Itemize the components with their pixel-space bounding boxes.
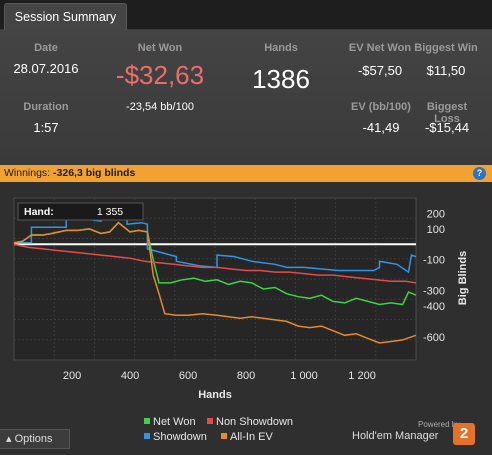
- x-tick-label: 400: [121, 370, 139, 382]
- y-tick-labels: 200 100 -100 -300 -400 -600: [423, 208, 445, 343]
- caret-up-icon: ▴: [6, 433, 12, 445]
- winnings-banner: Winnings: -326,3 big blinds ?: [0, 165, 492, 182]
- biggest-loss-label: Biggest Loss: [426, 101, 468, 125]
- series-line-all-in-ev: [13, 221, 417, 344]
- legend-swatch: [144, 418, 150, 424]
- legend-item-all-in-ev[interactable]: All-In EV: [221, 431, 273, 443]
- legend-swatch: [144, 433, 150, 439]
- help-icon[interactable]: ?: [473, 167, 486, 180]
- tab-session-summary[interactable]: Session Summary: [4, 3, 127, 31]
- duration-label: Duration: [23, 101, 69, 113]
- chart-series: [13, 209, 417, 344]
- tab-bar: Session Summary: [0, 0, 492, 31]
- date-value: 28.07.2016: [13, 61, 79, 76]
- duration-value: 1:57: [33, 120, 59, 135]
- net-won-value: -$32,63: [115, 60, 205, 90]
- x-tick-label: 800: [237, 370, 255, 382]
- biggest-win-label: Biggest Win: [414, 42, 478, 54]
- tooltip-label: Hand:: [24, 206, 54, 218]
- x-tick-label: 1 000: [290, 370, 318, 382]
- y-tick-label: -600: [423, 332, 445, 344]
- y-axis-label: Big Blinds: [457, 251, 469, 305]
- legend-swatch: [221, 433, 227, 439]
- legend-label: Net Won: [153, 416, 196, 428]
- x-tick-label: 200: [63, 370, 81, 382]
- legend-swatch: [207, 418, 213, 424]
- bb100-value: -23,54 bb/100: [126, 101, 194, 113]
- biggest-loss-value: -$15,44: [424, 120, 470, 135]
- y-tick-label: 200: [427, 208, 445, 220]
- x-axis-label: Hands: [198, 389, 232, 401]
- x-tick-labels: 200 400 600 800 1 000 1 200: [63, 370, 376, 382]
- legend-label: Showdown: [153, 431, 207, 443]
- hm2-logo-icon: 2: [453, 423, 475, 445]
- legend-label: All-In EV: [230, 431, 273, 443]
- biggest-win-value: $11,50: [426, 63, 466, 78]
- x-tick-label: 1 200: [348, 370, 376, 382]
- y-tick-label: -400: [423, 301, 445, 313]
- summary-panel: Date 28.07.2016 Duration 1:57 Net Won -$…: [0, 30, 492, 165]
- ev-net-won-label: EV Net Won: [348, 42, 412, 54]
- ev-bb100-label: EV (bb/100): [351, 101, 411, 113]
- winnings-chart[interactable]: 200 400 600 800 1 000 1 200 200 100 -100 -300 -40…: [0, 182, 492, 455]
- series-line-non-showdown: [13, 243, 417, 284]
- chart-grid: [13, 197, 417, 361]
- winnings-label: Winnings:: [4, 167, 51, 179]
- options-button[interactable]: ▴ Options: [0, 429, 70, 449]
- ev-net-won-value: -$57,50: [357, 63, 403, 78]
- net-won-label: Net Won: [137, 42, 183, 54]
- chart-area: 200 400 600 800 1 000 1 200 200 100 -100 -300 -40…: [0, 182, 492, 455]
- x-tick-label: 600: [179, 370, 197, 382]
- y-tick-label: -300: [423, 286, 445, 298]
- y-tick-label: -100: [423, 255, 445, 267]
- ev-bb100-value: -41,49: [362, 120, 400, 135]
- date-label: Date: [34, 42, 58, 54]
- legend-label: Non Showdown: [216, 416, 294, 428]
- hands-value: 1386: [252, 64, 310, 94]
- powered-by-text: Powered by: [418, 420, 461, 429]
- legend-item-net-won[interactable]: Net Won: [144, 416, 196, 428]
- legend-item-non-showdown[interactable]: Non Showdown: [207, 416, 293, 428]
- legend-item-showdown[interactable]: Showdown: [144, 431, 207, 443]
- options-label: Options: [14, 433, 53, 445]
- y-tick-label: 100: [427, 224, 445, 236]
- hand-tooltip: Hand: 1 355: [17, 202, 144, 221]
- hands-label: Hands: [264, 42, 298, 54]
- winnings-value: -326,3 big blinds: [53, 167, 136, 179]
- tooltip-value: 1 355: [97, 206, 123, 218]
- brand-name: Hold'em Manager: [352, 430, 439, 442]
